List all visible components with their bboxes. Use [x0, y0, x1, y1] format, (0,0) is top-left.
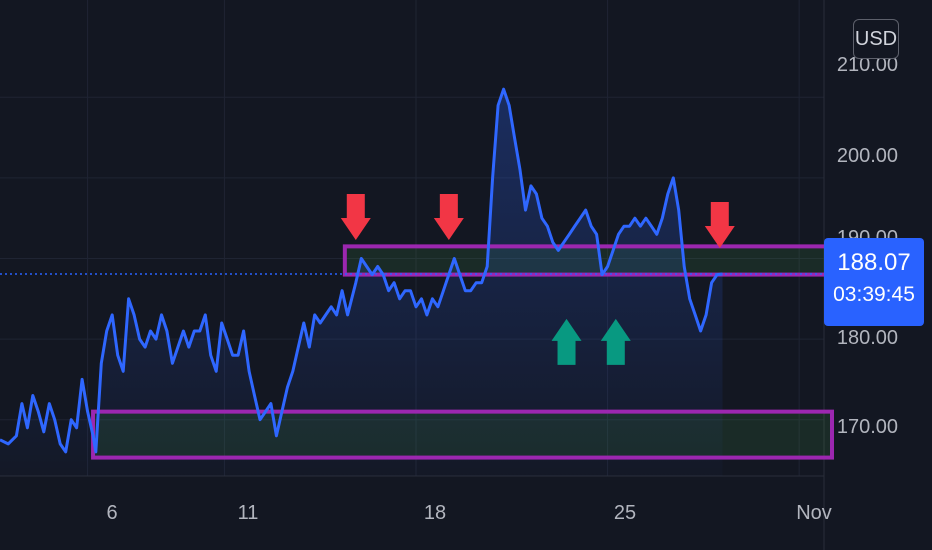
down-arrow-2 [704, 202, 735, 249]
x-tick-label-6: 6 [106, 502, 118, 524]
y-tick-label-210: 210.00 [836, 54, 898, 76]
x-tick-label-25: 25 [613, 502, 637, 524]
currency-button[interactable]: USD [853, 19, 899, 59]
up-arrow-3 [551, 318, 582, 365]
x-tick-label-11: 11 [237, 502, 259, 524]
price-line [0, 87, 723, 454]
last-price-tag: 188.07 03:39:45 [824, 238, 924, 326]
down-arrow-0 [340, 193, 371, 240]
y-tick-label-170: 170.00 [836, 416, 898, 438]
up-arrow-4 [600, 318, 631, 365]
y-tick-label-180: 180.00 [836, 327, 898, 349]
price-area [0, 89, 723, 476]
down-arrow-1 [433, 193, 464, 240]
x-tick-label-nov: Nov [796, 502, 832, 524]
x-tick-label-18: 18 [423, 502, 447, 524]
support-resistance-zone-1 [91, 409, 835, 460]
y-tick-label-200: 200.00 [836, 145, 898, 167]
support-resistance-zone-0 [342, 244, 829, 277]
last-price-value: 188.07 [837, 249, 911, 276]
bar-countdown: 03:39:45 [833, 283, 915, 306]
